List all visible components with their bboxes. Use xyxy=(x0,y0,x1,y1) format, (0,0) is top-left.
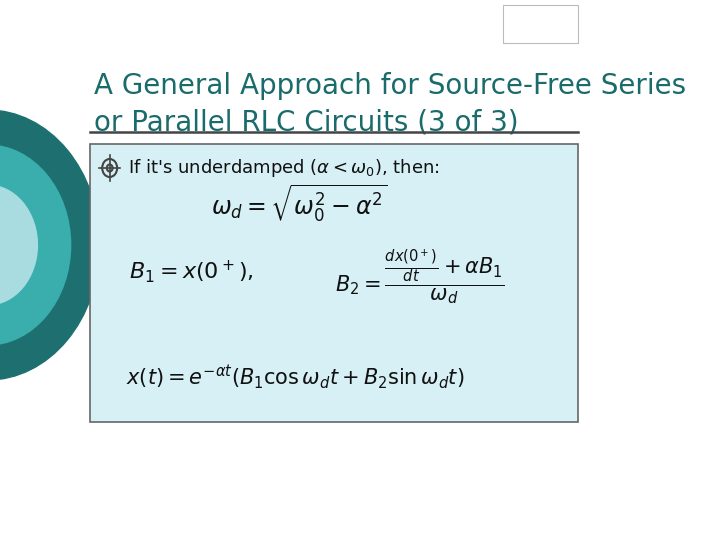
Text: $\omega_d = \sqrt{\omega_0^2 - \alpha^2}$: $\omega_d = \sqrt{\omega_0^2 - \alpha^2}… xyxy=(211,183,387,225)
Circle shape xyxy=(0,145,71,345)
Text: $B_1 = x(0^+),$: $B_1 = x(0^+),$ xyxy=(129,259,253,286)
Text: A General Approach for Source-Free Series: A General Approach for Source-Free Serie… xyxy=(94,72,686,100)
Text: $x(t) = e^{-\alpha t}(B_1 \cos\omega_d t + B_2 \sin\omega_d t)$: $x(t) = e^{-\alpha t}(B_1 \cos\omega_d t… xyxy=(126,364,464,392)
Bar xyxy=(503,5,577,43)
Circle shape xyxy=(0,110,99,380)
Text: $B_2 = \dfrac{\frac{dx(0^+)}{dt} + \alpha B_1}{\omega_d}$: $B_2 = \dfrac{\frac{dx(0^+)}{dt} + \alph… xyxy=(335,247,505,307)
Bar xyxy=(90,144,577,422)
Text: If it's underdamped $(\alpha < \omega_0)$, then:: If it's underdamped $(\alpha < \omega_0)… xyxy=(128,157,440,179)
Circle shape xyxy=(0,185,37,305)
Text: or Parallel RLC Circuits (3 of 3): or Parallel RLC Circuits (3 of 3) xyxy=(94,108,518,136)
